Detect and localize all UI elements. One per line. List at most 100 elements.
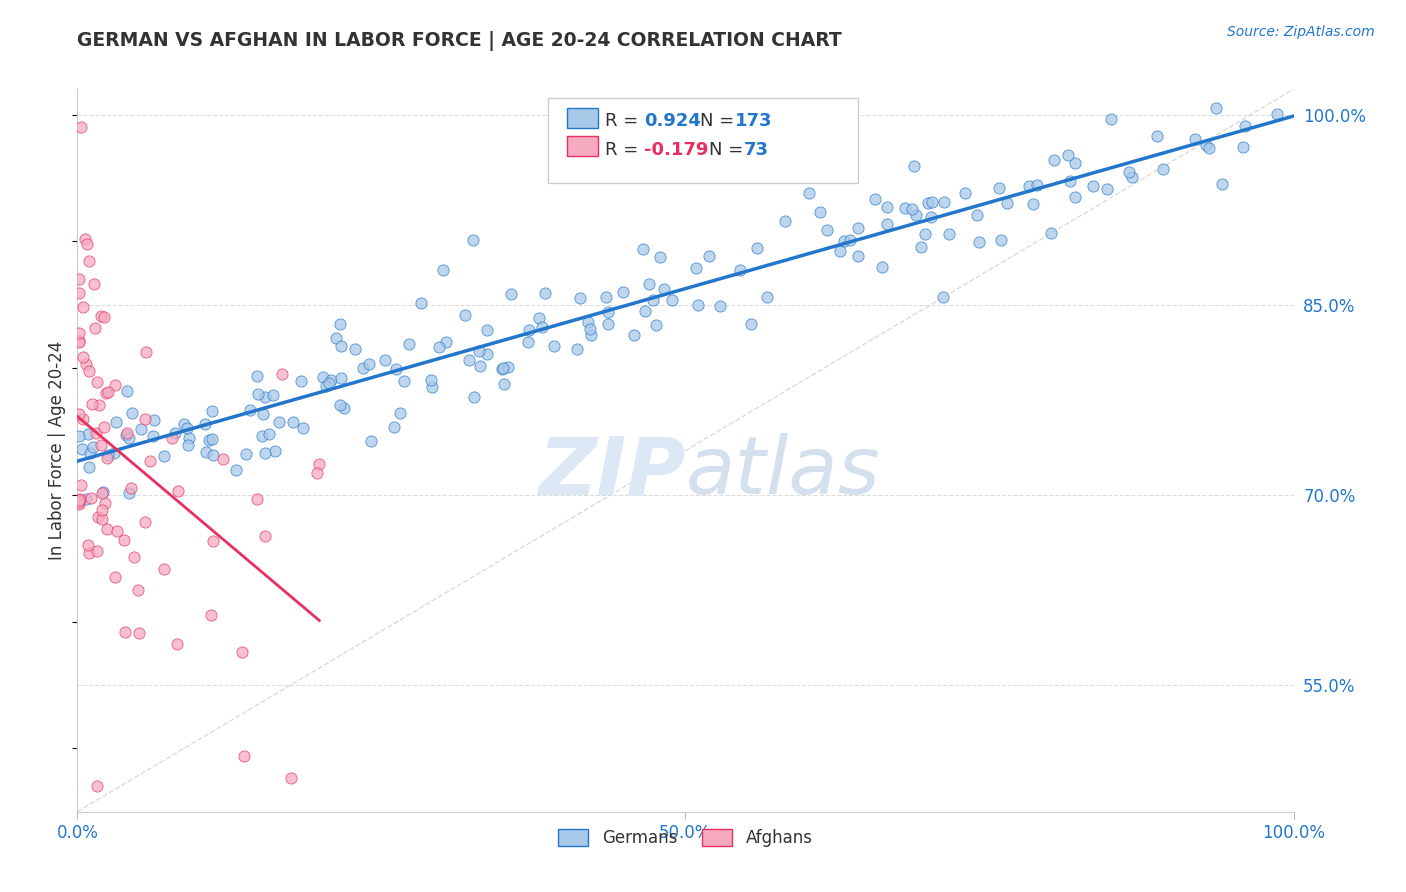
Point — [797, 186, 820, 200]
Point — [247, 387, 270, 401]
Point — [745, 241, 768, 255]
Point — [828, 244, 851, 258]
Point — [360, 434, 382, 448]
Point — [79, 546, 101, 560]
Point — [254, 446, 277, 460]
Point — [357, 357, 380, 371]
Point — [1146, 128, 1168, 143]
Point — [118, 432, 141, 446]
Point — [492, 360, 515, 375]
Text: Source: ZipAtlas.com: Source: ZipAtlas.com — [1227, 25, 1375, 39]
Point — [463, 390, 485, 404]
Point — [995, 196, 1018, 211]
Point — [177, 438, 200, 452]
Point — [72, 412, 94, 426]
Point — [201, 448, 224, 462]
Point — [67, 493, 90, 508]
Point — [82, 441, 104, 455]
Point — [534, 286, 557, 301]
Point — [77, 426, 100, 441]
Point — [938, 227, 960, 241]
Point — [129, 422, 152, 436]
Point — [846, 249, 869, 263]
Point — [1039, 226, 1062, 240]
Point — [329, 339, 352, 353]
Point — [195, 444, 218, 458]
Point — [432, 262, 454, 277]
Point — [67, 407, 90, 421]
Point — [194, 417, 217, 431]
Point — [211, 452, 233, 467]
Point — [384, 362, 406, 376]
Point — [139, 454, 162, 468]
Point — [97, 448, 120, 462]
Point — [598, 305, 620, 319]
Point — [576, 315, 599, 329]
Point — [461, 233, 484, 247]
Point — [115, 384, 138, 399]
Point — [128, 625, 150, 640]
Point — [166, 637, 188, 651]
Point — [530, 319, 553, 334]
Point — [903, 159, 925, 173]
Point — [612, 285, 634, 299]
Point — [86, 780, 108, 794]
Point — [988, 180, 1011, 194]
Point — [808, 204, 831, 219]
Point — [120, 481, 142, 495]
Point — [105, 524, 128, 539]
Point — [239, 403, 262, 417]
Text: N =: N = — [700, 112, 740, 129]
Point — [305, 466, 328, 480]
Point — [661, 293, 683, 307]
Point — [67, 334, 90, 349]
Point — [134, 412, 156, 426]
Point — [920, 210, 942, 224]
Point — [344, 343, 367, 357]
Point — [75, 491, 97, 506]
Point — [90, 309, 112, 323]
Point — [756, 290, 779, 304]
Point — [142, 429, 165, 443]
Point — [90, 438, 112, 452]
Point — [77, 538, 100, 552]
Point — [329, 317, 352, 331]
Point — [315, 379, 337, 393]
Point — [117, 485, 139, 500]
Point — [72, 442, 94, 456]
Point — [308, 457, 330, 471]
Point — [420, 379, 443, 393]
Point — [434, 334, 457, 349]
Point — [688, 297, 710, 311]
Point — [72, 301, 94, 315]
Point — [389, 406, 412, 420]
Point — [70, 477, 93, 491]
Point — [112, 533, 135, 547]
Point — [569, 291, 592, 305]
Point — [252, 407, 274, 421]
Point — [67, 272, 90, 286]
Point — [96, 450, 118, 465]
Point — [914, 227, 936, 242]
Point — [67, 286, 90, 301]
Point — [201, 432, 224, 446]
Point — [73, 231, 96, 245]
Point — [332, 401, 354, 416]
Point — [863, 192, 886, 206]
Point — [176, 421, 198, 435]
Text: 0.924: 0.924 — [644, 112, 700, 129]
Point — [201, 534, 224, 549]
Point — [263, 443, 285, 458]
Point — [114, 624, 136, 639]
Point — [90, 512, 112, 526]
Point — [516, 335, 538, 350]
Point — [86, 510, 108, 524]
Point — [1022, 197, 1045, 211]
Point — [634, 304, 657, 318]
Point — [477, 323, 499, 337]
Point — [650, 250, 672, 264]
Point — [1184, 132, 1206, 146]
Point — [815, 222, 838, 236]
Point — [543, 339, 565, 353]
Point — [127, 583, 149, 598]
